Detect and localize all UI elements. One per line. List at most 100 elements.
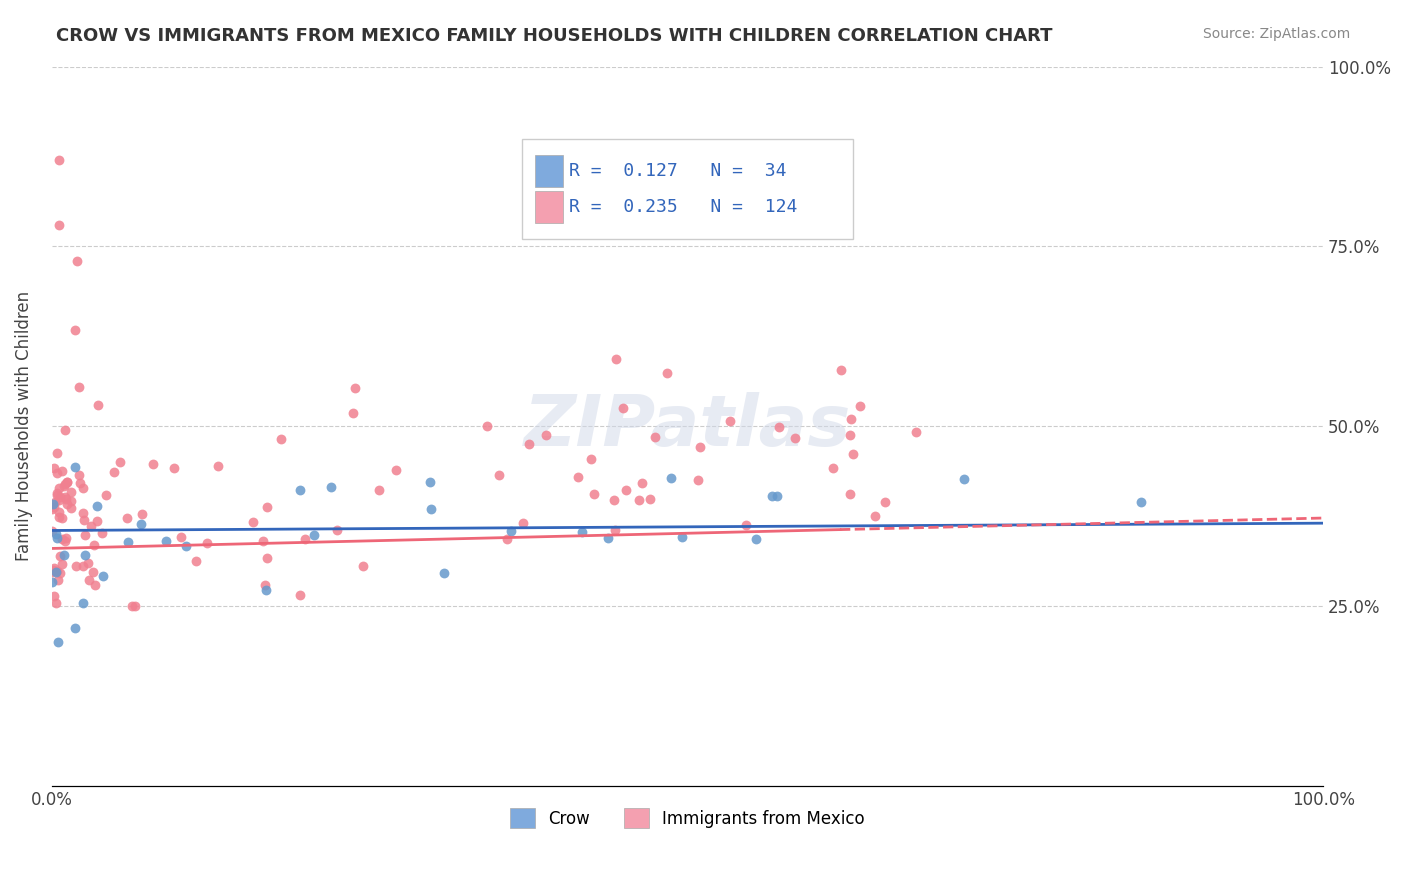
Point [512,516,534,531]
Point [46,486,69,500]
Point [352,558,374,573]
Point [60,484,83,499]
Point [534,428,557,442]
Point [65,558,87,573]
Point [288,483,311,497]
Point [46,446,69,460]
Point [48,493,70,508]
Point [326,523,349,537]
Point [270,432,292,446]
Point [686,473,709,487]
Point [385,463,408,477]
Point [131,507,153,521]
Point [142,457,165,471]
Point [83,538,105,552]
Y-axis label: Family Households with Children: Family Households with Children [15,291,32,561]
Point [170,530,193,544]
Point [252,534,274,549]
Point [655,366,678,380]
Text: Source: ZipAtlas.com: Source: ZipAtlas.com [1202,27,1350,41]
Point [785,432,807,446]
Point [488,468,510,483]
Point [56,498,79,512]
Point [302,528,325,542]
Point [45,564,67,578]
Point [69,475,91,490]
Point [631,476,654,491]
Point [49,549,72,564]
Point [51,464,73,478]
Point [53,476,76,491]
Point [195,536,218,550]
Point [41,501,63,516]
Point [91,525,114,540]
Point [477,418,499,433]
FancyBboxPatch shape [534,155,562,186]
Point [75,548,97,562]
Point [45,565,67,579]
Point [45,488,67,502]
Point [53,423,76,437]
Point [718,414,741,428]
Point [581,452,603,467]
Point [207,459,229,474]
Point [863,508,886,523]
Point [117,534,139,549]
Point [48,218,70,232]
Point [72,596,94,610]
Point [46,573,69,587]
Point [82,565,104,579]
Point [603,492,626,507]
Point [517,437,540,451]
Point [48,505,70,519]
Point [821,461,844,475]
Point [42,563,65,577]
Point [41,574,63,589]
Point [67,468,90,483]
Point [44,461,66,475]
Point [839,486,862,500]
Point [48,566,70,581]
Point [45,596,67,610]
Point [52,479,75,493]
Point [644,430,666,444]
Point [52,548,75,562]
Point [598,532,620,546]
Point [839,428,862,442]
Point [841,411,863,425]
Point [744,532,766,546]
Point [761,489,783,503]
Point [953,472,976,486]
Point [115,511,138,525]
Point [174,540,197,554]
Text: R =  0.235   N =  124: R = 0.235 N = 124 [569,198,797,216]
Point [51,557,73,571]
Point [121,599,143,613]
Point [253,578,276,592]
Point [571,524,593,539]
Point [294,532,316,546]
Point [79,574,101,588]
Point [72,506,94,520]
Point [45,531,67,545]
Point [45,467,67,481]
Point [605,351,627,366]
Point [73,528,96,542]
Point [55,475,77,490]
Point [124,599,146,613]
Point [55,531,77,545]
Point [44,495,66,509]
Point [419,475,441,490]
Point [614,483,637,497]
Point [605,523,627,537]
Point [420,501,443,516]
Text: CROW VS IMMIGRANTS FROM MEXICO FAMILY HOUSEHOLDS WITH CHILDREN CORRELATION CHART: CROW VS IMMIGRANTS FROM MEXICO FAMILY HO… [56,27,1053,45]
Point [51,511,73,525]
Point [42,500,65,515]
Point [42,498,65,512]
Point [344,381,367,395]
Point [734,518,756,533]
Point [842,447,865,461]
Text: R =  0.127   N =  34: R = 0.127 N = 34 [569,161,787,180]
Point [433,566,456,581]
